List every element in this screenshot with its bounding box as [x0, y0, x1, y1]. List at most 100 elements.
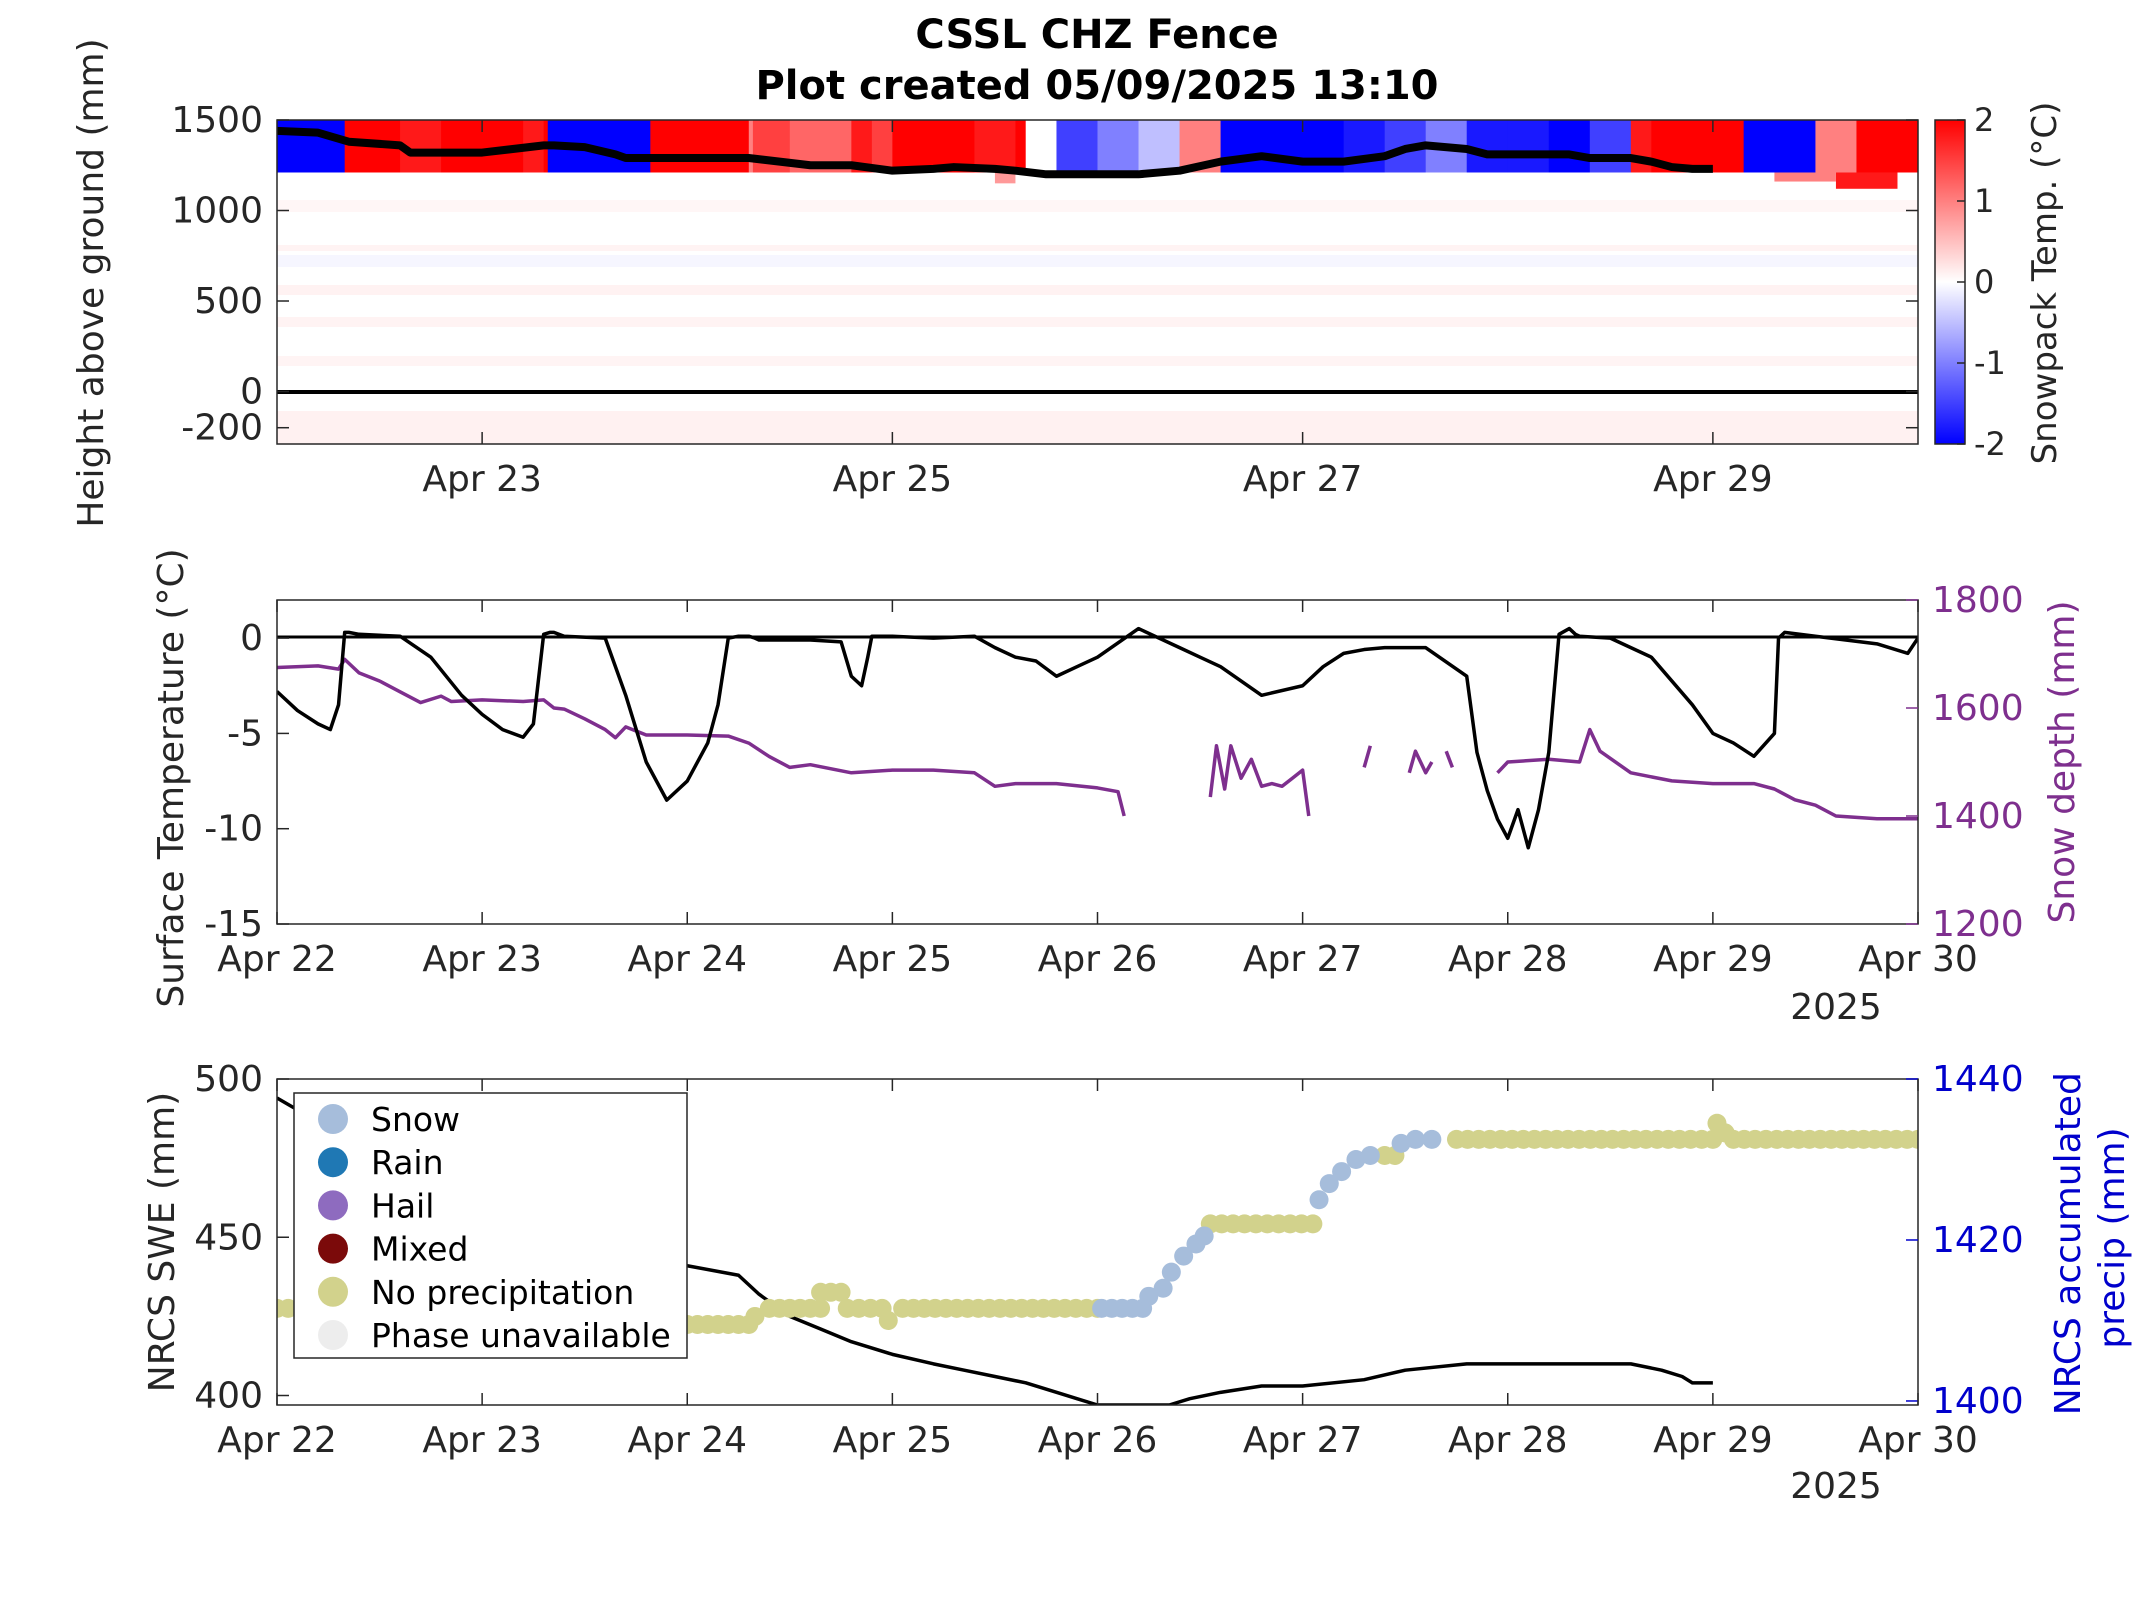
legend-label: Hail	[371, 1186, 434, 1225]
panel2-lines	[277, 626, 1918, 850]
precip-marker-snow	[1360, 1145, 1380, 1165]
heatmap-band-warm	[277, 200, 1918, 212]
heatmap-cell	[1712, 120, 1745, 173]
heatmap-cell	[1507, 120, 1550, 173]
heatmap-cell	[666, 120, 709, 173]
precip-marker-no_precip	[1303, 1214, 1323, 1234]
y2-axis: 1440 1420 1400	[1906, 1059, 2024, 1422]
legend-marker	[318, 1276, 348, 1307]
chart-title: CSSL CHZ Fence	[915, 12, 1278, 58]
heatmap-band-warm	[277, 356, 1918, 366]
y-tick-label: 500	[194, 1059, 263, 1100]
precip-marker-no_precip	[811, 1298, 831, 1318]
heatmap-cell	[1774, 172, 1836, 182]
x-tick-label: Apr 25	[833, 939, 953, 980]
y2-tick-label: 1600	[1932, 688, 2024, 729]
plot-area-frame	[276, 599, 1919, 925]
snow-depth-segment	[1407, 749, 1434, 775]
x-tick-label: Apr 22	[217, 939, 337, 980]
y2-axis-label-line2: precip (mm)	[2092, 1127, 2133, 1348]
x-tick-label: Apr 28	[1448, 939, 1568, 980]
y-axis-label: Height above ground (mm)	[71, 38, 112, 527]
heatmap-cell	[338, 120, 346, 173]
x-tick-label: Apr 30	[1858, 1420, 1978, 1461]
heatmap-cell	[1056, 120, 1098, 173]
heatmap-cell	[707, 120, 750, 173]
precip-marker-no_precip	[831, 1282, 851, 1302]
colorbar-label: Snowpack Temp. (°C)	[2025, 102, 2065, 465]
colorbar-tick-label: -2	[1974, 425, 2006, 463]
y2-tick-label: 1420	[1932, 1220, 2024, 1261]
legend-marker	[318, 1104, 348, 1134]
heatmap-cell	[1774, 120, 1816, 173]
x-tick-label: Apr 26	[1038, 1420, 1158, 1461]
y2-tick-label: 1440	[1932, 1059, 2024, 1100]
x-tick-label: Apr 23	[422, 459, 542, 500]
x-tick-label: Apr 27	[1243, 1420, 1363, 1461]
y2-axis-label-text: NRCS accumulated precip (mm)	[2048, 1061, 2133, 1416]
x-tick-label: Apr 24	[627, 939, 747, 980]
x-tick-label: Apr 24	[627, 1420, 747, 1461]
y-tick-label: 1000	[171, 191, 263, 232]
precip-marker-snow	[1405, 1129, 1425, 1149]
snow-depth-segment	[277, 657, 1126, 817]
y2-axis-label-line1: NRCS accumulated	[2048, 1072, 2089, 1415]
y-axis-label: Surface Temperature (°C)	[151, 548, 192, 1007]
snow-depth-series	[277, 657, 1918, 821]
precip-marker-snow	[1319, 1174, 1339, 1194]
heatmap-cell	[974, 120, 1016, 173]
precip-marker-snow	[1153, 1278, 1173, 1298]
heatmap-cell	[1466, 120, 1509, 173]
snow-depth-segment	[1208, 744, 1311, 817]
colorbar-tick-label: -1	[1974, 344, 2006, 382]
snow-depth-segment	[1496, 727, 1918, 821]
x-tick-label: Apr 22	[217, 1420, 337, 1461]
heatmap-cell	[441, 120, 483, 173]
precip-marker-snow	[1346, 1149, 1366, 1169]
heatmap-cell	[1856, 120, 1918, 173]
y2-tick-label: 1400	[1932, 796, 2024, 837]
x-tick-label: Apr 29	[1653, 1420, 1773, 1461]
x-tick-label: Apr 29	[1653, 939, 1773, 980]
heatmap-cell	[650, 120, 668, 173]
y-tick-label: 500	[194, 281, 263, 322]
heatmap-cell	[1835, 172, 1898, 189]
y-axis-label: NRCS SWE (mm)	[142, 1092, 183, 1392]
precip-marker-snow	[1309, 1190, 1329, 1210]
precip-marker-no_precip	[745, 1306, 765, 1326]
legend-marker	[318, 1190, 348, 1221]
precip-marker-snow	[1161, 1262, 1181, 1282]
legend-label: Rain	[371, 1143, 444, 1182]
x-tick-label: Apr 23	[422, 1420, 542, 1461]
precip-marker-snow	[1332, 1162, 1352, 1182]
x-tick-label: Apr 25	[833, 1420, 953, 1461]
colorbar: 2 1 0 -1 -2 Snowpack Temp. (°C)	[1934, 101, 2065, 465]
legend-items: Snow Rain Hail Mixed No precipitation Phase u…	[318, 1100, 671, 1355]
heatmap-cell	[871, 120, 893, 173]
snow-depth-segment	[1444, 750, 1455, 769]
y2-tick-label: 1800	[1932, 580, 2024, 621]
heatmap-band-warm	[277, 245, 1918, 251]
x-tick-label: Apr 23	[422, 939, 542, 980]
heatmap-cell	[1015, 120, 1027, 173]
x-axis: Apr 22 Apr 23 Apr 24 Apr 25 Apr 26 Apr 27 Apr …	[217, 600, 1978, 980]
heatmap-cell	[1589, 120, 1632, 173]
heatmap-cell	[892, 120, 934, 173]
precip-marker-snow	[1391, 1133, 1411, 1153]
precip-marker-snow	[1174, 1246, 1194, 1266]
x-tick-label: Apr 25	[833, 459, 953, 500]
precip-marker-snow	[1422, 1129, 1442, 1149]
legend-label: No precipitation	[371, 1273, 634, 1312]
heatmap-band-ground	[277, 411, 1918, 444]
heatmap-cell	[1097, 120, 1140, 173]
y-tick-label: 0	[240, 618, 263, 659]
heatmap-cell	[1743, 120, 1775, 173]
precip-marker-no_precip	[878, 1310, 898, 1330]
y2-axis-label: Snow depth (mm)	[2042, 600, 2083, 923]
y-tick-label: -15	[204, 904, 263, 945]
precip-marker-no_precip	[1715, 1123, 1735, 1143]
snow-surface-line	[276, 126, 1713, 179]
y-tick-label: -5	[227, 713, 263, 754]
